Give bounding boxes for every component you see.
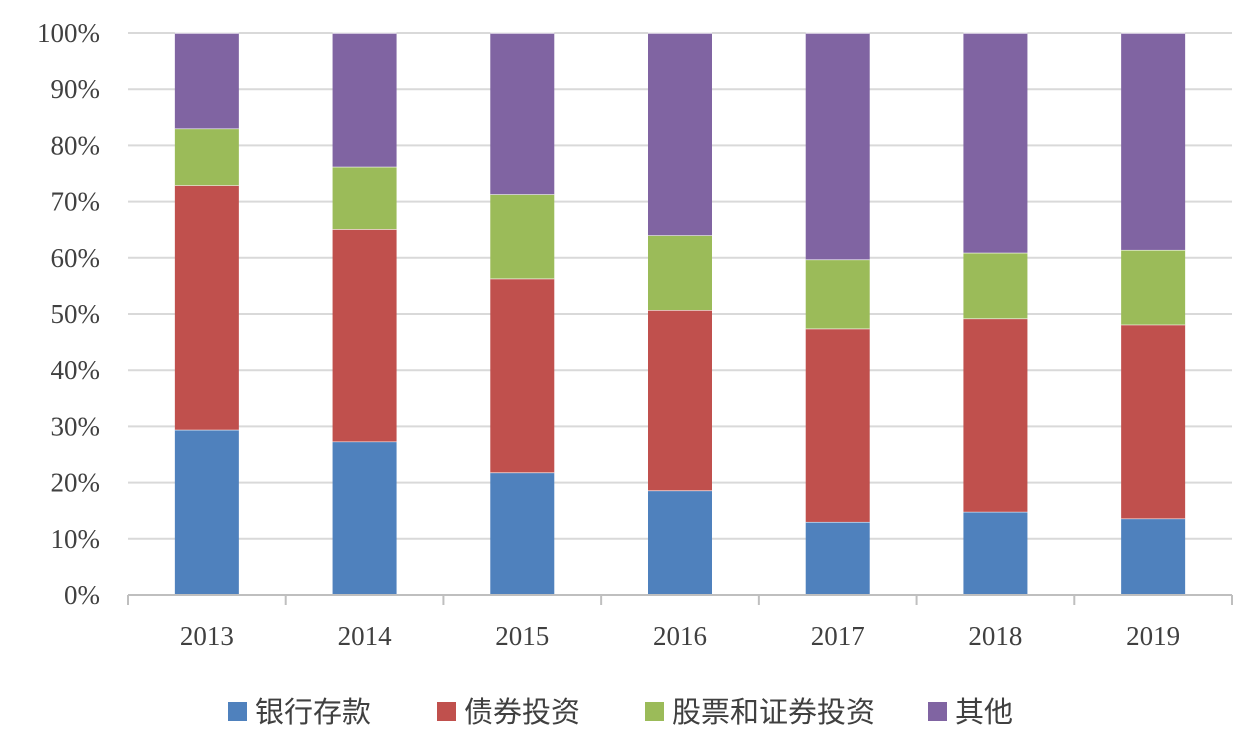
- y-tick-label: 10%: [51, 524, 101, 554]
- y-tick-label: 40%: [51, 355, 101, 385]
- x-tick-label: 2016: [653, 621, 707, 651]
- bar-segment: [1121, 33, 1186, 250]
- legend-label: 股票和证券投资: [672, 695, 875, 729]
- bar-segment: [648, 490, 712, 595]
- y-tick-label: 70%: [51, 187, 101, 217]
- bar-segment: [648, 33, 712, 236]
- y-tick-label: 50%: [51, 299, 101, 329]
- y-tick-label: 90%: [51, 74, 101, 104]
- x-axis: [127, 594, 1233, 605]
- bar-segment: [332, 441, 397, 595]
- bar-segment: [1121, 249, 1186, 325]
- y-tick-label: 30%: [51, 411, 101, 441]
- bar-segment: [174, 33, 239, 129]
- legend-swatch: [437, 702, 456, 721]
- bar-segment: [805, 259, 870, 329]
- bar-segment: [490, 33, 555, 195]
- legend-label: 银行存款: [255, 695, 371, 729]
- bar-segment: [490, 472, 555, 595]
- legend-swatch: [228, 702, 247, 721]
- x-tick-label: 2018: [968, 621, 1022, 651]
- bar-segment: [963, 511, 1028, 595]
- bar-segment: [174, 185, 239, 430]
- bar-segment: [1121, 518, 1186, 595]
- bar-segment: [332, 33, 397, 167]
- bar-segment: [1121, 324, 1186, 519]
- x-tick-labels: 2013 2014 2015 2016 2017 2018 2019: [180, 621, 1180, 651]
- legend-label: 债券投资: [464, 695, 580, 729]
- bar-segment: [332, 229, 397, 442]
- legend-label: 其他: [955, 695, 1013, 729]
- bar-segment: [174, 429, 239, 595]
- y-tick-label: 0%: [64, 580, 100, 610]
- bar-segment: [490, 194, 555, 279]
- legend: 银行存款 债券投资 股票和证券投资 其他: [228, 695, 1013, 729]
- x-tick-label: 2017: [811, 621, 865, 651]
- bar-segment: [805, 328, 870, 522]
- x-tick-label: 2015: [495, 621, 549, 651]
- bar-segment: [963, 33, 1028, 253]
- bar-segment: [174, 128, 239, 186]
- bar-segment: [805, 33, 870, 260]
- x-tick-label: 2014: [338, 621, 393, 651]
- y-tick-label: 100%: [37, 18, 100, 48]
- x-tick-label: 2013: [180, 621, 234, 651]
- bar-segment: [332, 166, 397, 230]
- bar-segment: [963, 252, 1028, 319]
- bar-segment: [648, 310, 712, 491]
- legend-swatch: [928, 702, 947, 721]
- bar-segment: [490, 278, 555, 473]
- bar-segment: [963, 318, 1028, 512]
- y-tick-label: 80%: [51, 130, 101, 160]
- bar-segment: [648, 235, 712, 311]
- bar-segment: [805, 521, 870, 595]
- bars: [174, 32, 1186, 595]
- legend-swatch: [645, 702, 664, 721]
- y-tick-label: 20%: [51, 468, 101, 498]
- x-tick-label: 2019: [1126, 621, 1180, 651]
- y-tick-label: 60%: [51, 243, 101, 273]
- y-tick-labels: 0% 10% 20% 30% 40% 50% 60% 70% 80% 90% 100%: [37, 18, 100, 610]
